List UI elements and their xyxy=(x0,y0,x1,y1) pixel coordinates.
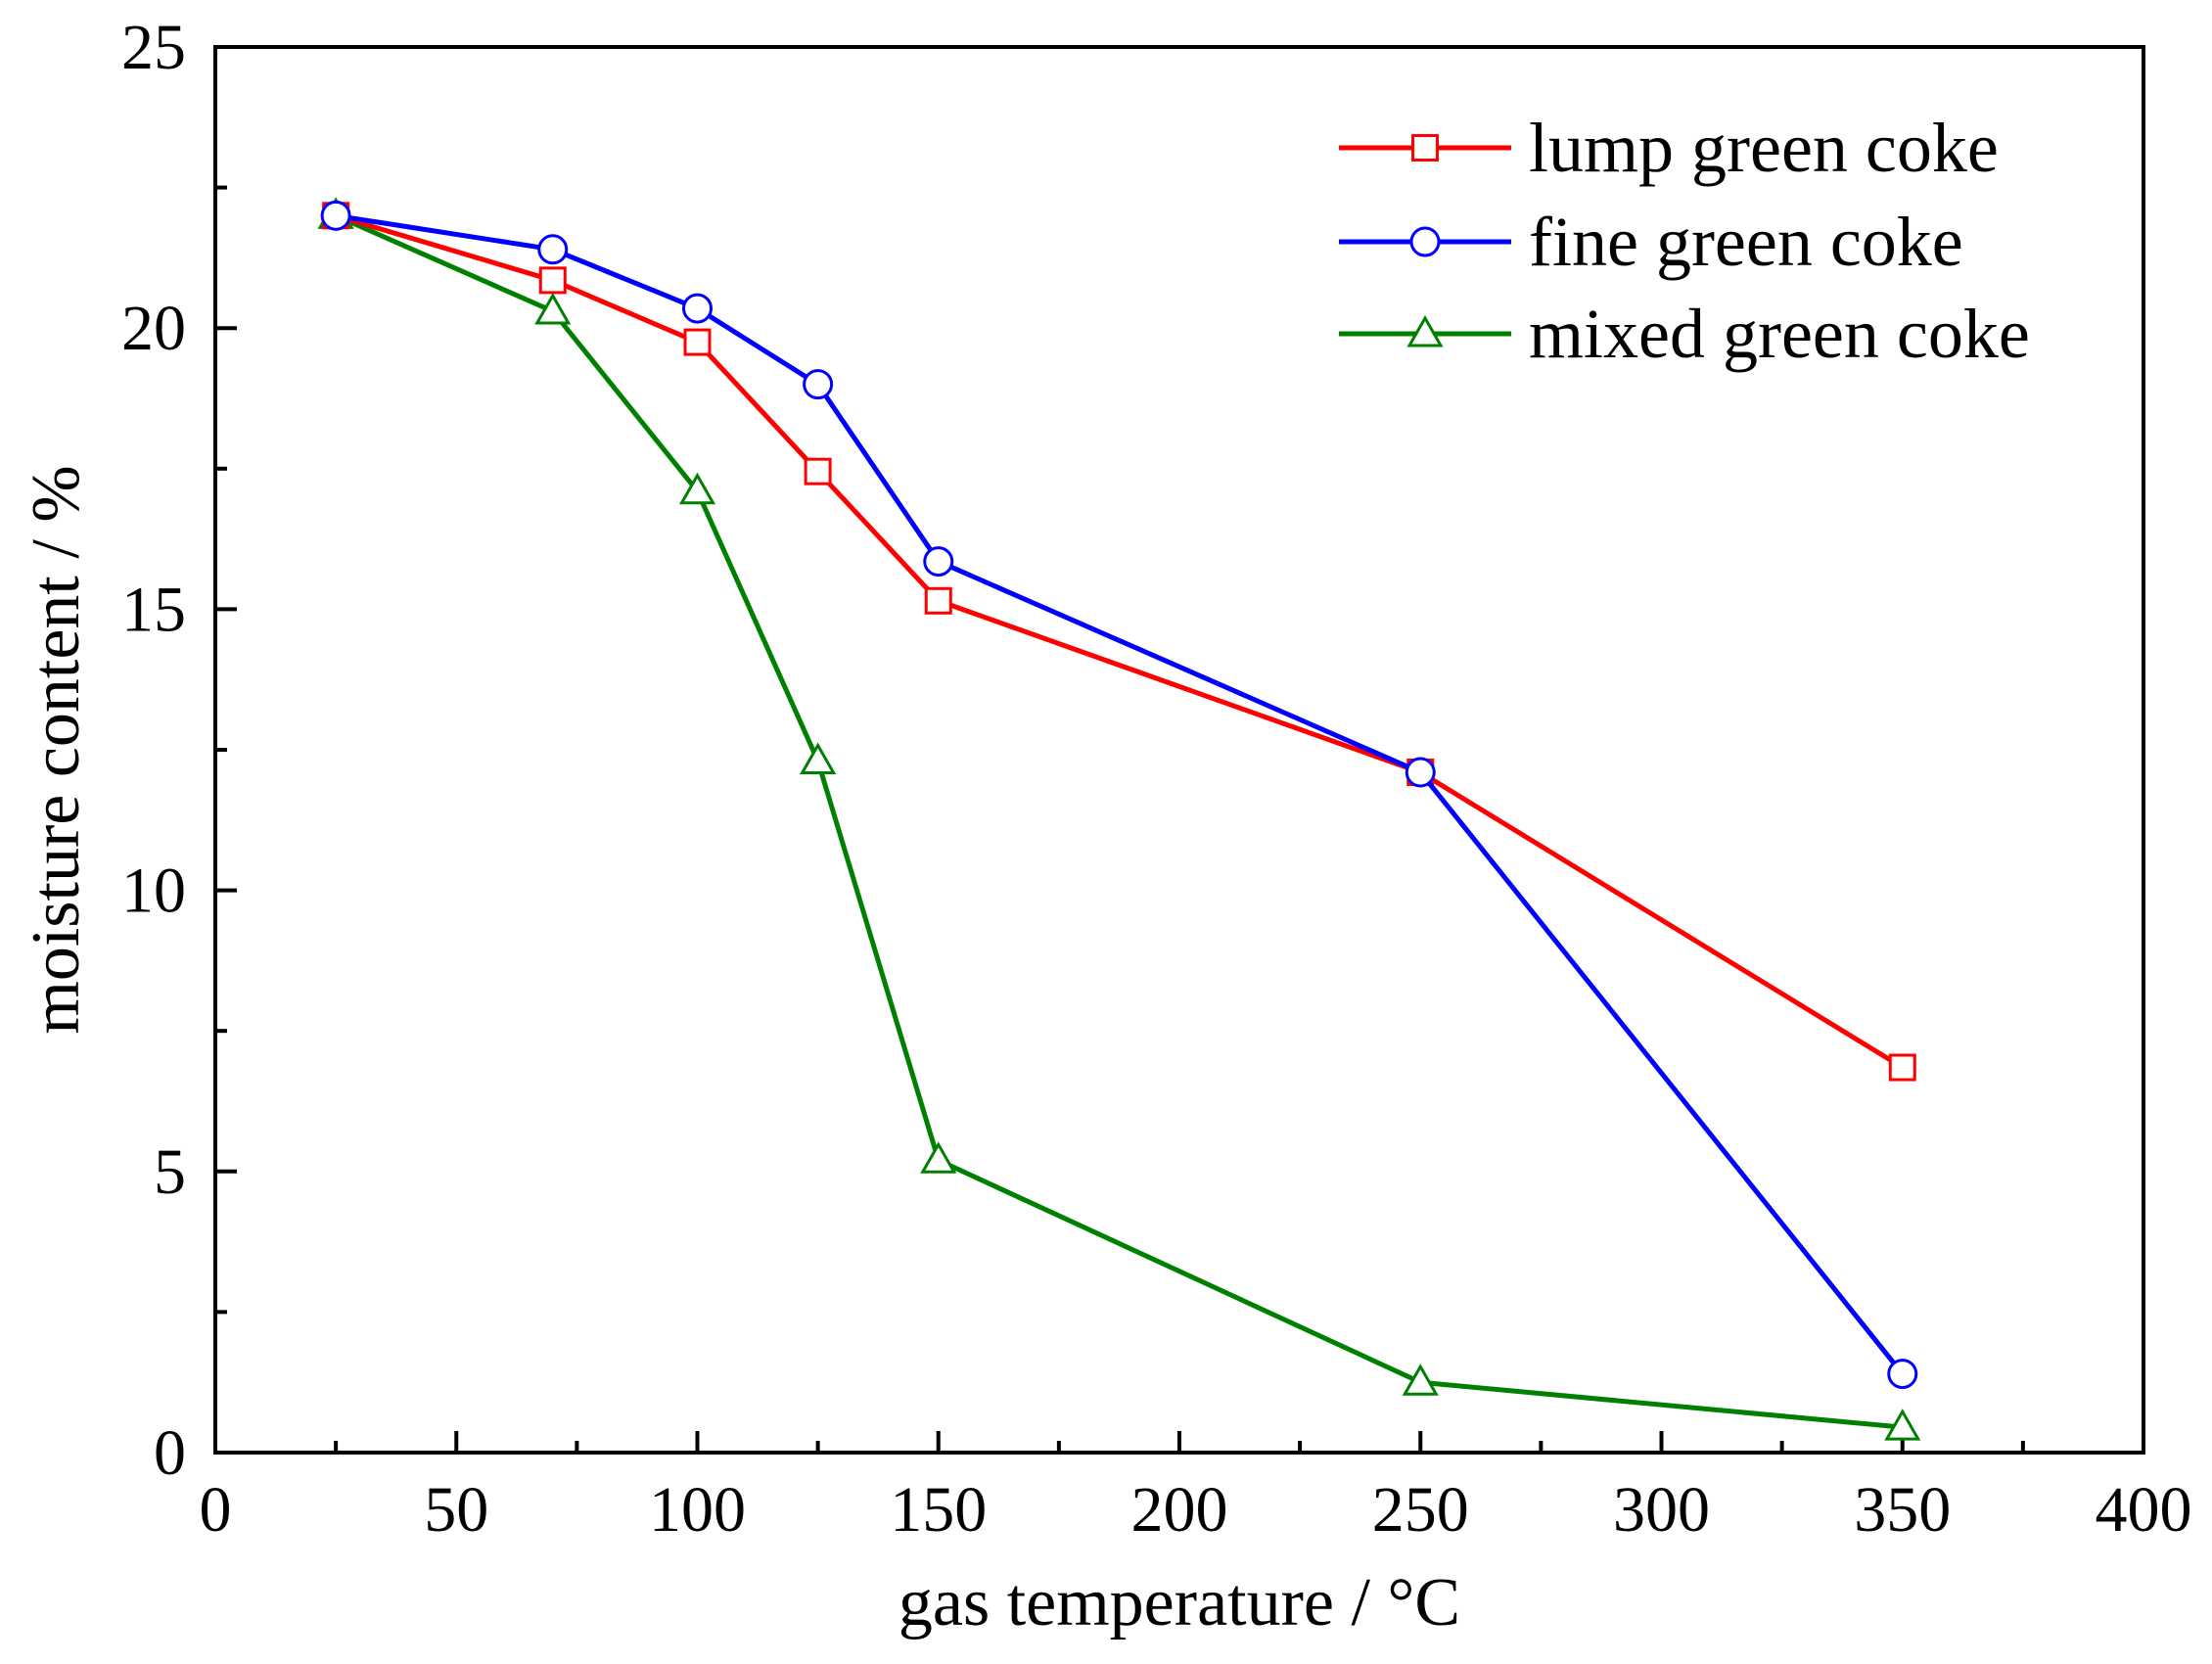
data-point-fine-green-coke xyxy=(537,234,569,265)
legend-label-mixed-green-coke: mixed green coke xyxy=(1529,295,2030,373)
x-tick-label: 400 xyxy=(2096,1474,2192,1546)
data-point-fine-green-coke xyxy=(1405,757,1436,788)
data-point-lump-green-coke xyxy=(804,457,832,485)
axis-ticks: 0 50 100 150 200 250 300 350 400 0 5 10 15 20 25 xyxy=(121,12,2192,1546)
x-tick-label: 350 xyxy=(1854,1474,1951,1546)
series-mixed-green-coke xyxy=(317,197,1921,1441)
y-tick-label: 20 xyxy=(121,293,186,364)
series-line-mixed-green-coke xyxy=(335,213,1903,1430)
data-point-lump-green-coke xyxy=(683,328,712,356)
legend-marker-fine-green-coke xyxy=(1409,226,1441,257)
y-tick-label: 25 xyxy=(121,12,186,83)
data-point-fine-green-coke xyxy=(682,293,713,324)
data-point-mixed-green-coke xyxy=(1402,1364,1439,1396)
series-line-fine-green-coke xyxy=(335,212,1905,1376)
data-point-mixed-green-coke xyxy=(920,1141,957,1174)
data-point-lump-green-coke xyxy=(538,266,567,295)
y-tick-label: 15 xyxy=(121,574,186,645)
data-point-mixed-green-coke xyxy=(534,292,572,325)
legend-label-lump-green-coke: lump green coke xyxy=(1529,109,1999,187)
x-tick-label: 100 xyxy=(649,1474,746,1546)
x-tick-label: 300 xyxy=(1613,1474,1710,1546)
y-tick-label: 0 xyxy=(154,1417,186,1489)
y-tick-label: 10 xyxy=(121,855,186,927)
data-point-mixed-green-coke xyxy=(678,472,716,505)
legend-label-fine-green-coke: fine green coke xyxy=(1529,203,1963,281)
x-tick-label: 50 xyxy=(424,1474,488,1546)
series-fine-green-coke xyxy=(320,200,1918,1390)
data-point-fine-green-coke xyxy=(320,200,351,231)
x-tick-label: 250 xyxy=(1372,1474,1469,1546)
data-point-mixed-green-coke xyxy=(1884,1409,1921,1441)
x-tick-label: 150 xyxy=(890,1474,987,1546)
x-tick-label: 0 xyxy=(200,1474,232,1546)
data-point-lump-green-coke xyxy=(924,586,952,615)
legend: lump green coke fine green coke mixed gree… xyxy=(1339,109,2030,373)
data-point-fine-green-coke xyxy=(923,546,954,578)
legend-marker-mixed-green-coke xyxy=(1406,314,1444,347)
data-point-fine-green-coke xyxy=(803,369,834,400)
data-point-fine-green-coke xyxy=(1887,1359,1918,1390)
data-point-mixed-green-coke xyxy=(800,742,837,774)
data-point-lump-green-coke xyxy=(1888,1053,1916,1082)
series-layer xyxy=(317,197,1921,1441)
x-axis-title: gas temperature / °C xyxy=(899,1565,1460,1641)
x-tick-label: 200 xyxy=(1131,1474,1228,1546)
y-tick-label: 5 xyxy=(154,1136,186,1208)
y-axis-title: moisture content / % xyxy=(19,465,94,1034)
legend-marker-lump-green-coke xyxy=(1411,134,1439,162)
